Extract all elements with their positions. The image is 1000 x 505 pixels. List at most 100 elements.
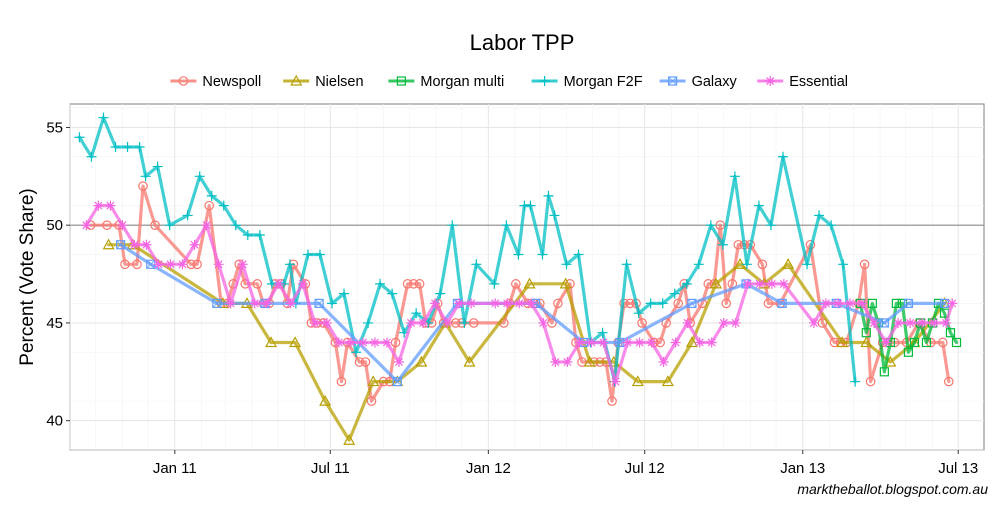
data-point-morgan-f2f-shape: [573, 249, 584, 260]
data-point-morgan-f2f: [164, 220, 175, 231]
data-point-galaxy-shape: [879, 318, 889, 328]
data-point-morgan-multi: [921, 337, 932, 348]
y-axis: 40 45 50 55: [46, 119, 70, 430]
data-point-newspoll: [763, 298, 774, 309]
data-point-essential: [670, 337, 681, 348]
data-point-newspoll-shape: [336, 376, 347, 387]
data-point-essential: [586, 337, 597, 348]
data-point-galaxy-shape-x: [880, 318, 889, 328]
data-point-essential-shape: [297, 278, 308, 289]
data-point-galaxy-shape-x: [615, 338, 625, 347]
data-point-morgan-f2f: [74, 132, 85, 143]
data-point-morgan-f2f: [134, 142, 145, 153]
data-point-morgan-f2f: [669, 288, 680, 299]
data-point-morgan-f2f-shape: [194, 171, 205, 182]
data-point-morgan-f2f-shape: [657, 298, 668, 309]
data-point-newspoll: [865, 376, 876, 387]
data-point-morgan-f2f-shape: [86, 151, 97, 162]
data-point-newspoll-shape: [577, 357, 587, 367]
data-point-morgan-f2f: [705, 220, 716, 231]
data-point-morgan-f2f: [741, 259, 752, 270]
data-point-essential: [574, 337, 585, 348]
data-point-essential: [514, 298, 525, 309]
data-point-essential: [285, 298, 296, 309]
data-point-morgan-f2f-shape: [110, 142, 121, 153]
data-point-newspoll-shape: [721, 298, 732, 309]
data-point-essential-shape: [466, 298, 477, 309]
data-point-essential: [273, 278, 284, 289]
data-point-essential-shape: [249, 298, 260, 309]
data-point-morgan-f2f: [681, 278, 692, 289]
data-point-essential: [249, 298, 260, 309]
data-point-essential-shape: [502, 298, 513, 309]
data-point-essential: [369, 337, 380, 348]
data-point-morgan-f2f: [194, 171, 205, 182]
data-point-essential-shape: [345, 337, 356, 348]
data-point-morgan-f2f-shape: [777, 151, 788, 162]
data-point-morgan-f2f: [110, 142, 121, 153]
data-point-essential: [706, 337, 717, 348]
data-point-morgan-multi: [867, 298, 877, 308]
data-point-morgan-f2f: [657, 298, 668, 309]
data-point-essential: [105, 200, 116, 211]
data-point-essential: [941, 317, 952, 328]
data-point-nielsen-shape: [367, 375, 380, 387]
data-point-morgan-f2f: [645, 298, 656, 309]
data-point-essential-shape: [430, 298, 441, 309]
series-essential: [81, 200, 958, 387]
data-point-essential: [225, 298, 236, 309]
data-point-morgan-f2f: [363, 317, 374, 328]
data-point-essential: [381, 337, 392, 348]
data-point-morgan-f2f-shape: [140, 171, 151, 182]
data-point-morgan-f2f-shape: [489, 278, 500, 289]
data-point-morgan-multi: [951, 337, 962, 348]
data-point-essential: [622, 337, 633, 348]
grid: [69, 104, 984, 451]
data-point-morgan-f2f-shape: [537, 249, 548, 260]
y-tick-label: 50: [46, 217, 63, 234]
data-point-morgan-f2f-shape: [230, 220, 241, 231]
data-point-galaxy-shape-x: [116, 240, 125, 250]
data-point-nielsen: [264, 336, 278, 348]
data-point-essential-shape: [820, 298, 831, 309]
data-point-essential-shape: [153, 259, 164, 270]
data-point-nielsen-shape: [463, 355, 476, 367]
legend-key-marker: [396, 76, 406, 86]
data-point-morgan-multi: [945, 328, 956, 338]
legend-key-marker: [667, 76, 678, 86]
data-point-essential: [141, 239, 152, 250]
data-point-newspoll-shape: [192, 259, 202, 270]
data-point-essential: [634, 337, 645, 348]
data-point-essential: [832, 298, 843, 309]
y-tick-label: 40: [46, 413, 63, 430]
data-point-nielsen: [631, 375, 644, 387]
data-point-essential: [917, 317, 928, 328]
data-point-newspoll-shape: [715, 220, 726, 230]
data-point-essential: [201, 220, 212, 231]
data-point-essential: [81, 220, 92, 231]
data-point-essential-shape: [201, 220, 212, 231]
legend-key-marker-shape: [765, 76, 776, 86]
data-point-morgan-f2f: [435, 288, 446, 299]
data-point-essential: [682, 317, 693, 328]
legend-item-galaxy: Galaxy: [659, 74, 737, 90]
data-point-newspoll-shape: [757, 259, 768, 270]
data-point-essential-shape: [189, 239, 200, 250]
data-point-essential: [406, 317, 417, 328]
data-point-essential: [947, 298, 958, 309]
x-tick-label: Jan 13: [780, 460, 825, 477]
legend-item-nielsen: Nielsen: [283, 74, 364, 90]
data-point-morgan-f2f-shape: [814, 210, 825, 221]
data-point-morgan-f2f: [230, 220, 241, 231]
data-point-morgan-f2f: [838, 259, 849, 270]
data-point-newspoll-shape: [102, 220, 112, 230]
data-point-galaxy-shape-x: [777, 299, 787, 308]
data-point-morgan-f2f-shape: [681, 278, 692, 289]
data-point-nielsen: [709, 277, 723, 289]
data-point-essential-shape: [917, 317, 928, 328]
data-point-essential: [93, 200, 104, 211]
legend-item-morgan-f2f: Morgan F2F: [531, 74, 643, 90]
data-point-newspoll: [360, 357, 371, 367]
data-point-newspoll-shape: [943, 376, 954, 387]
